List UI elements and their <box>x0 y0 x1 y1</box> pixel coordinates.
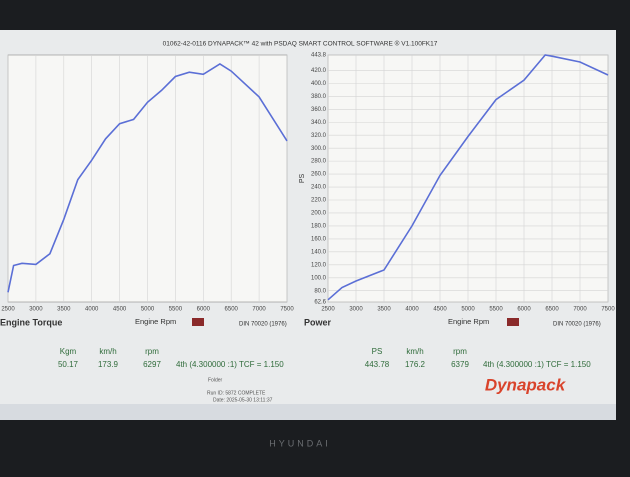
y-tick-label: 360.0 <box>311 107 327 113</box>
y-tick-label: 240.0 <box>311 185 327 191</box>
dropdown-button[interactable] <box>507 318 519 326</box>
readout-label: Kgm <box>60 347 77 356</box>
y-tick-label: 380.0 <box>311 94 327 100</box>
folder-label: Folder <box>208 377 223 383</box>
taskbar <box>0 404 616 420</box>
y-tick-label: 62.6 <box>314 300 326 306</box>
y-tick-label: 220.0 <box>311 198 327 204</box>
x-tick-label: 2500 <box>1 307 15 313</box>
y-tick-label: 340.0 <box>311 120 327 126</box>
run-date: Date: 2025-05-30 13:11:37 <box>213 397 273 403</box>
header-title: 01062-42-0116 DYNAPACK™ 42 with PSDAQ SM… <box>163 40 438 48</box>
x-axis-label: Engine Rpm <box>135 317 176 326</box>
y-tick-label: 140.0 <box>311 249 327 255</box>
y-tick-label: 80.0 <box>314 288 326 294</box>
readouts: Kgm km/h rpm 50.17 173.9 6297 4th (4.300… <box>58 347 591 369</box>
x-tick-label: 4000 <box>405 307 419 313</box>
readout-value: 443.78 <box>365 360 390 369</box>
y-tick-label: 100.0 <box>311 275 327 281</box>
x-tick-label: 2500 <box>321 307 335 313</box>
chart-title: Engine Torque <box>0 317 62 327</box>
x-tick-label: 5000 <box>141 307 155 313</box>
data-line <box>7 62 288 293</box>
x-tick-label: 4500 <box>433 307 447 313</box>
standard-note: DIN 70020 (1976) <box>553 322 601 328</box>
x-tick-label: 4000 <box>85 307 99 313</box>
x-tick-label: 7500 <box>280 307 294 313</box>
x-axis-label: Engine Rpm <box>448 317 489 326</box>
y-tick-label: 400.0 <box>311 81 327 87</box>
y-tick-label: 320.0 <box>311 133 327 139</box>
y-tick-label: 120.0 <box>311 262 327 268</box>
y-tick-label: 420.0 <box>311 68 327 74</box>
x-tick-label: 6000 <box>517 307 531 313</box>
y-tick-label: 180.0 <box>311 224 327 230</box>
x-tick-label: 3500 <box>377 307 391 313</box>
monitor-brand: HYUNDAI <box>269 438 331 448</box>
readout-label: km/h <box>99 347 116 356</box>
readout-value: 6379 <box>451 360 469 369</box>
x-tick-label: 5500 <box>169 307 183 313</box>
y-tick-label: 260.0 <box>311 172 327 178</box>
x-tick-label: 3000 <box>29 307 43 313</box>
readout-label: PS <box>372 347 383 356</box>
readout-gear: 4th (4.300000 :1) TCF = 1.150 <box>176 360 284 369</box>
readout-gear: 4th (4.300000 :1) TCF = 1.150 <box>483 360 591 369</box>
data-line <box>327 54 609 301</box>
y-tick-label: 280.0 <box>311 159 327 165</box>
y-tick-label: 200.0 <box>311 211 327 217</box>
x-tick-label: 3000 <box>349 307 363 313</box>
x-tick-label: 7000 <box>573 307 587 313</box>
readout-label: km/h <box>406 347 423 356</box>
y-axis-label: PS <box>299 174 306 184</box>
chart-title: Power <box>304 317 332 327</box>
x-tick-label: 6500 <box>225 307 239 313</box>
readout-value: 176.2 <box>405 360 426 369</box>
readout-label: rpm <box>453 347 467 356</box>
y-tick-label: 160.0 <box>311 236 327 242</box>
readout-label: rpm <box>145 347 159 356</box>
run-id: Run ID: 5872 COMPLETE <box>207 390 266 396</box>
standard-note: DIN 70020 (1976) <box>239 322 287 328</box>
x-tick-label: 4500 <box>113 307 127 313</box>
readout-value: 173.9 <box>98 360 119 369</box>
brand-logo: Dynapack <box>485 375 567 394</box>
readout-value: 6297 <box>143 360 161 369</box>
x-tick-label: 6500 <box>545 307 559 313</box>
y-tick-label: 300.0 <box>311 146 327 152</box>
x-tick-label: 7500 <box>601 307 615 313</box>
x-tick-label: 5500 <box>489 307 503 313</box>
y-tick-label: 443.8 <box>311 53 327 59</box>
readout-value: 50.17 <box>58 360 79 369</box>
x-tick-label: 6000 <box>197 307 211 313</box>
dropdown-button[interactable] <box>192 318 204 326</box>
x-tick-label: 3500 <box>57 307 71 313</box>
x-tick-label: 5000 <box>461 307 475 313</box>
x-tick-label: 7000 <box>252 307 266 313</box>
